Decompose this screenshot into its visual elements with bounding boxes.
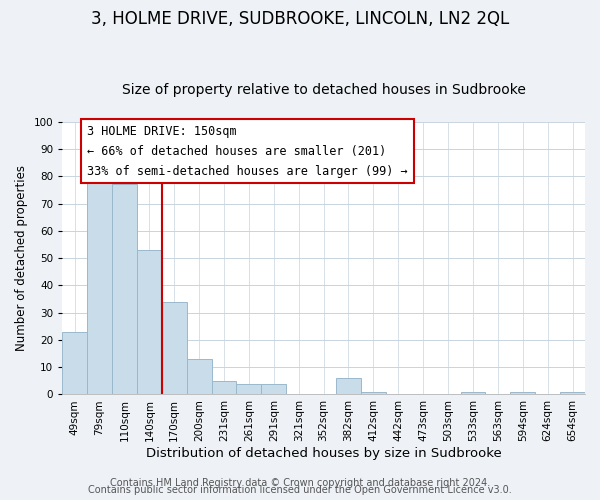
Bar [361,392,386,394]
Y-axis label: Number of detached properties: Number of detached properties [15,165,28,351]
Bar [112,184,137,394]
Title: Size of property relative to detached houses in Sudbrooke: Size of property relative to detached ho… [122,83,526,97]
Bar [62,332,87,394]
Bar [162,302,187,394]
Text: Contains public sector information licensed under the Open Government Licence v3: Contains public sector information licen… [88,485,512,495]
Bar [187,359,212,394]
Bar [560,392,585,394]
Bar [212,381,236,394]
Bar [236,384,262,394]
Bar [87,171,112,394]
Bar [461,392,485,394]
Bar [262,384,286,394]
Text: 3 HOLME DRIVE: 150sqm
← 66% of detached houses are smaller (201)
33% of semi-det: 3 HOLME DRIVE: 150sqm ← 66% of detached … [87,124,408,178]
Text: Contains HM Land Registry data © Crown copyright and database right 2024.: Contains HM Land Registry data © Crown c… [110,478,490,488]
Text: 3, HOLME DRIVE, SUDBROOKE, LINCOLN, LN2 2QL: 3, HOLME DRIVE, SUDBROOKE, LINCOLN, LN2 … [91,10,509,28]
Bar [137,250,162,394]
Bar [511,392,535,394]
Bar [336,378,361,394]
X-axis label: Distribution of detached houses by size in Sudbrooke: Distribution of detached houses by size … [146,447,502,460]
